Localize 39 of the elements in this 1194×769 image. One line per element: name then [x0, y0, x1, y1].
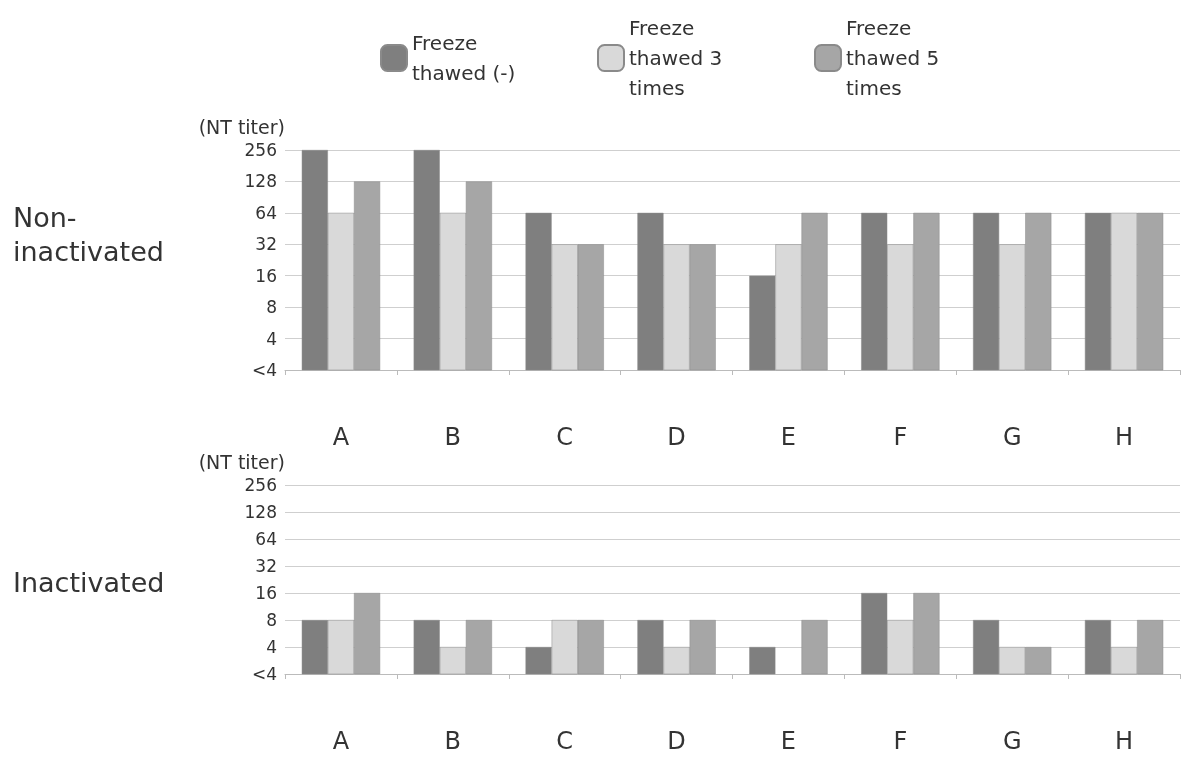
x-tick-label: A — [332, 727, 350, 755]
legend-label: Freeze thawed 3 times — [629, 16, 729, 100]
y-tick-label: 32 — [255, 556, 277, 576]
x-tick-label: E — [780, 423, 797, 451]
x-tick-label: H — [1115, 727, 1134, 755]
x-tick-label: A — [332, 423, 350, 451]
y-tick-label: <4 — [251, 664, 277, 684]
x-tick-label: E — [780, 727, 797, 755]
text: Inactivated — [13, 566, 165, 598]
y-axis-title: (NT titer) — [198, 115, 285, 138]
x-tick-label: F — [893, 423, 908, 451]
x-tick-label: G — [1002, 727, 1022, 755]
y-tick-label: 4 — [266, 328, 277, 349]
y-tick-label: 64 — [255, 529, 277, 549]
x-tick-label: C — [556, 423, 574, 451]
x-tick-label: B — [444, 727, 462, 755]
x-tick-label: C — [556, 727, 574, 755]
y-tick-label: 8 — [266, 297, 277, 318]
y-axis-title: (NT titer) — [198, 450, 285, 473]
y-tick-label: 256 — [244, 140, 277, 160]
y-tick-label: <4 — [251, 360, 277, 380]
y-tick-label: 64 — [255, 202, 277, 223]
x-tick-label: G — [1002, 423, 1022, 451]
y-tick-label: 8 — [266, 610, 277, 630]
x-tick-label: H — [1115, 423, 1134, 451]
legend-label: Freeze thawed (-) — [412, 31, 516, 85]
y-tick-label: 32 — [255, 234, 277, 255]
x-tick-label: D — [667, 727, 686, 755]
y-tick-label: 16 — [255, 583, 277, 603]
x-tick-label: D — [667, 423, 686, 451]
y-tick-label: 128 — [244, 171, 277, 192]
y-tick-label: 256 — [244, 475, 277, 495]
x-tick-label: F — [893, 727, 908, 755]
x-tick-label: B — [444, 423, 462, 451]
text: Non-inactivated — [13, 201, 164, 267]
y-tick-label: 128 — [244, 502, 277, 522]
y-tick-label: 16 — [255, 265, 277, 286]
y-tick-label: 4 — [266, 637, 277, 657]
legend-label: Freeze thawed 5 times — [846, 16, 946, 100]
